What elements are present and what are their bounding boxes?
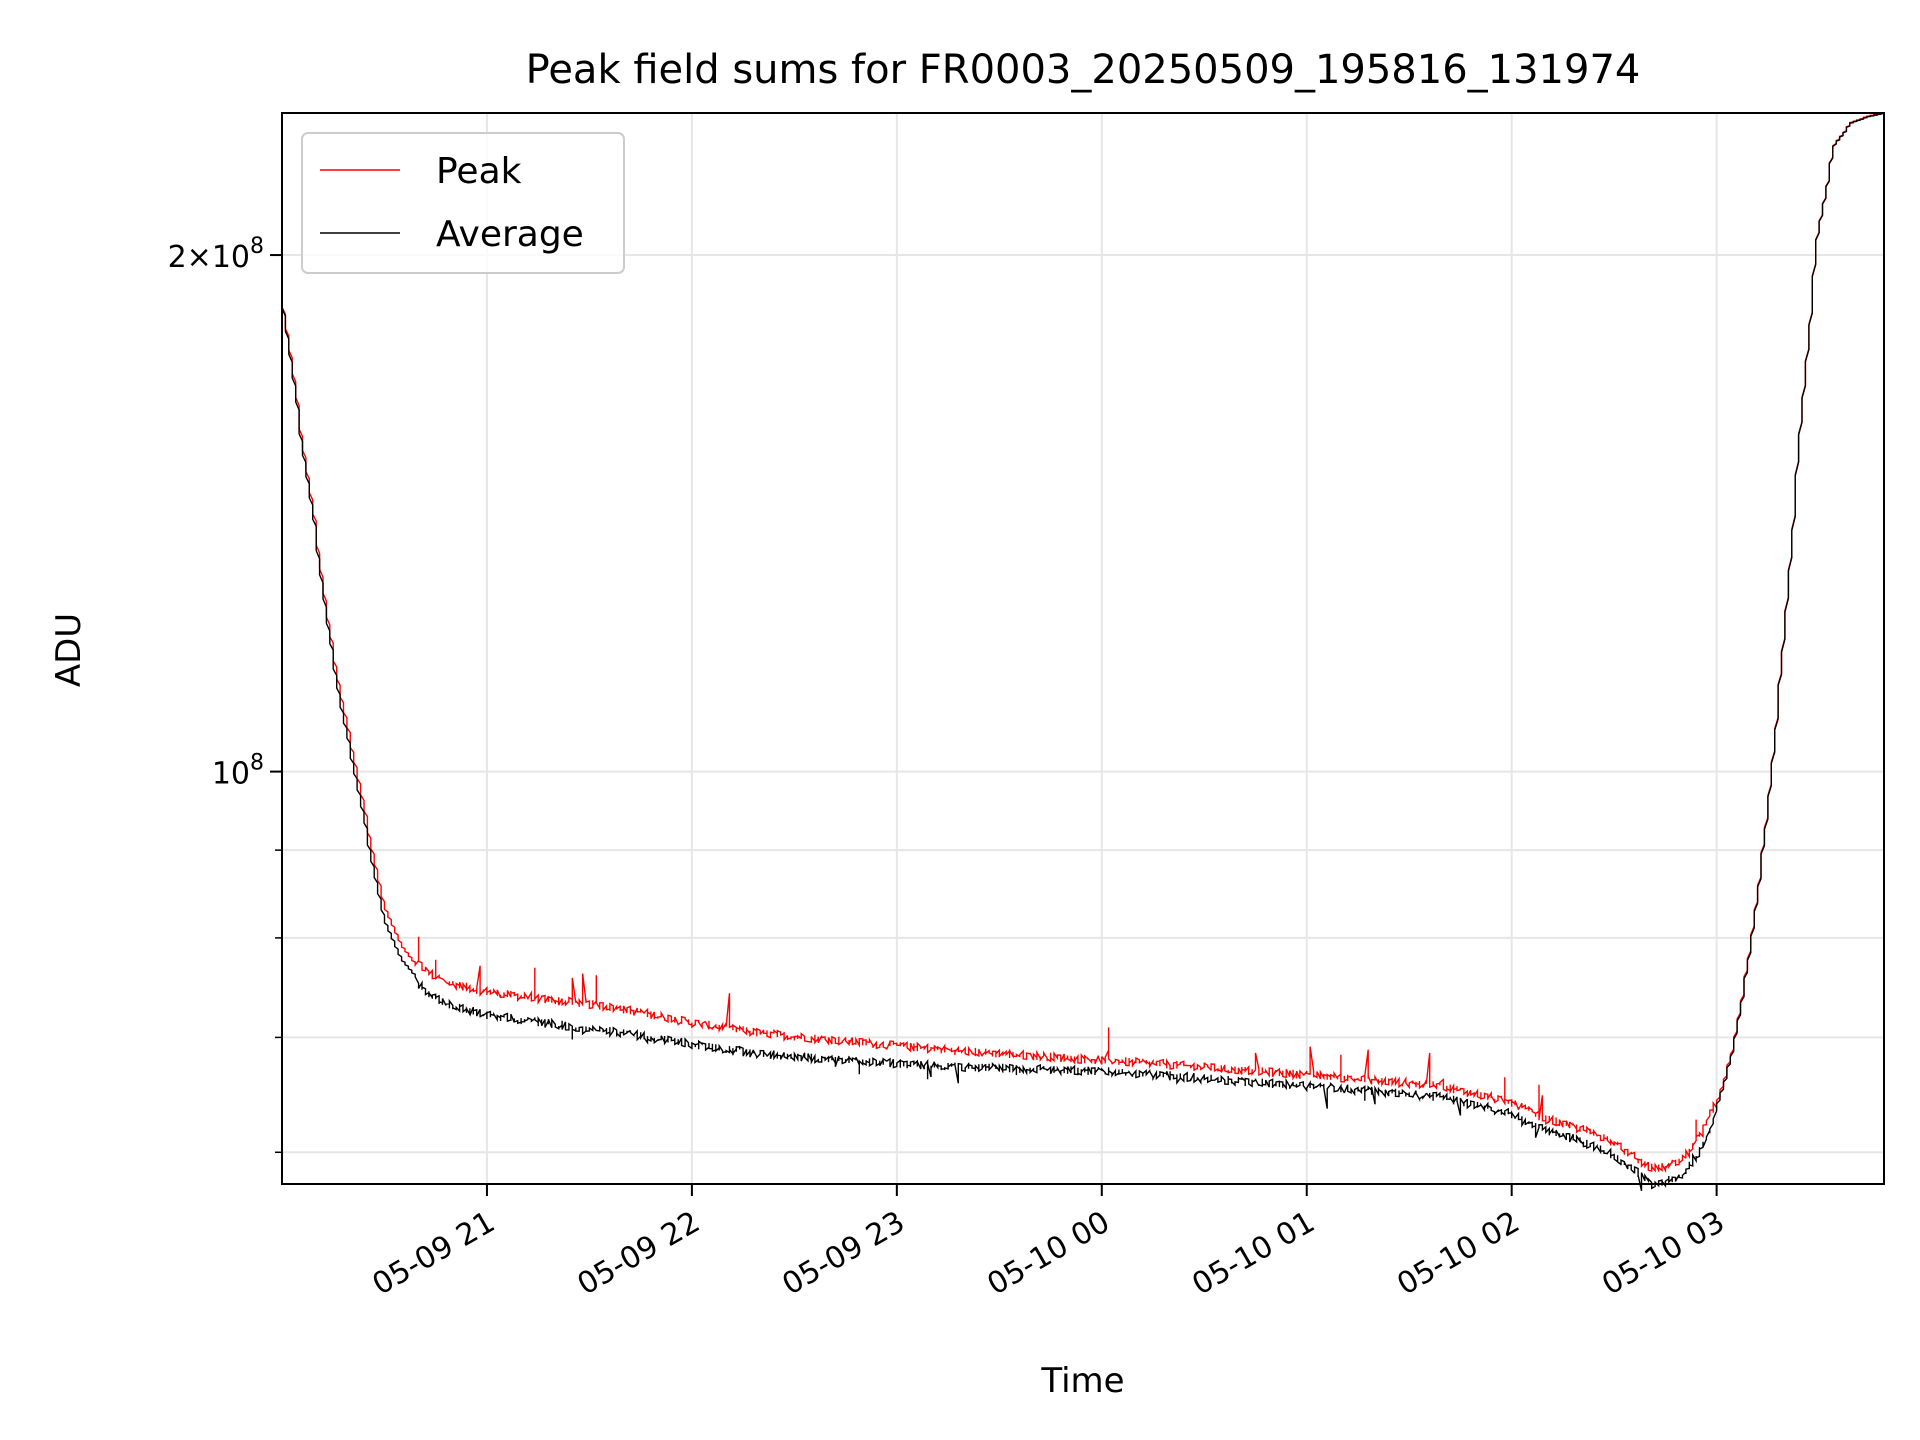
legend-box: [301, 132, 625, 274]
legend-label-peak: Peak: [436, 151, 522, 192]
y-tick-label: 2×108: [168, 234, 264, 275]
plot-frame: [281, 112, 1885, 1185]
grid: [282, 113, 1884, 1184]
series-line-peak: [281, 112, 1885, 1174]
y-tick-label: 108: [212, 751, 264, 792]
chart-title: Peak field sums for FR0003_20250509_1958…: [526, 47, 1641, 93]
series-line-average: [281, 112, 1885, 1192]
x-axis-label: Time: [1040, 1361, 1124, 1401]
legend: Peak Average: [301, 132, 625, 274]
y-axis-label: ADU: [49, 613, 89, 687]
legend-label-average: Average: [436, 214, 584, 255]
series-layer: [281, 112, 1885, 1192]
